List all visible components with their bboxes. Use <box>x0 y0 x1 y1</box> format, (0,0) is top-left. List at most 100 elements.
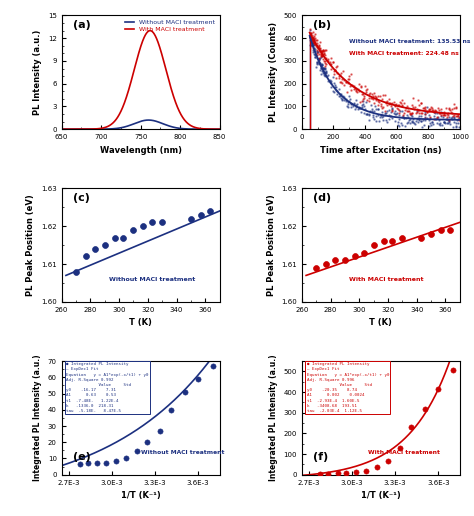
Point <box>370 241 377 249</box>
Point <box>454 119 462 127</box>
Point <box>438 226 445 234</box>
Point <box>72 267 80 276</box>
Point <box>312 264 320 272</box>
Point <box>433 114 441 122</box>
Point <box>434 113 441 121</box>
Point <box>427 115 434 123</box>
Point <box>412 109 419 117</box>
Point <box>398 101 405 109</box>
Point <box>311 40 319 49</box>
Point <box>308 41 316 49</box>
Point <box>399 233 406 241</box>
Point <box>325 76 332 85</box>
Without MACl treatment <box>136 119 141 125</box>
Point <box>426 116 433 124</box>
Point <box>372 105 380 113</box>
Point <box>307 25 314 34</box>
Point <box>330 67 337 75</box>
X-axis label: Time after Excitation (ns): Time after Excitation (ns) <box>320 146 442 155</box>
Point <box>315 54 323 62</box>
Point <box>317 63 324 72</box>
Point <box>371 89 378 98</box>
Point <box>439 111 447 119</box>
With MACl treatment <box>217 126 222 132</box>
Point <box>321 65 328 73</box>
Point <box>365 109 373 118</box>
With MACl treatment <box>67 126 73 132</box>
Point <box>194 375 201 383</box>
Point <box>197 211 205 219</box>
Point <box>312 63 319 71</box>
Point <box>338 79 346 87</box>
Point <box>337 71 344 79</box>
Point <box>377 110 385 119</box>
Point <box>443 119 450 127</box>
Point <box>329 58 337 66</box>
Point <box>308 28 315 37</box>
Point <box>319 55 327 63</box>
Point <box>435 120 443 128</box>
Point <box>365 89 373 98</box>
Point <box>311 53 319 61</box>
Point <box>82 252 90 261</box>
Point <box>322 69 330 77</box>
Point <box>351 105 359 113</box>
Point <box>448 109 456 118</box>
Point <box>404 107 411 116</box>
Text: (b): (b) <box>313 20 331 30</box>
Point <box>353 88 361 96</box>
Point <box>388 105 396 114</box>
Point <box>333 61 340 70</box>
Point <box>351 84 359 92</box>
Point <box>401 122 409 131</box>
Point <box>319 50 327 58</box>
Text: Without MACl treatment: Without MACl treatment <box>141 450 224 455</box>
Point <box>384 457 392 465</box>
X-axis label: T (K): T (K) <box>129 318 152 327</box>
Point <box>428 105 435 114</box>
Point <box>430 111 438 120</box>
Point <box>334 470 341 478</box>
Point <box>374 463 381 472</box>
Point <box>391 98 398 106</box>
Point <box>430 108 438 117</box>
Point <box>369 112 377 121</box>
Point <box>424 114 431 122</box>
Point <box>408 112 416 121</box>
Point <box>433 109 440 117</box>
Point <box>314 59 321 68</box>
Point <box>414 106 422 115</box>
Point <box>454 116 461 124</box>
Point <box>403 111 410 120</box>
Point <box>331 256 338 264</box>
Point <box>404 103 412 111</box>
Point <box>317 59 324 67</box>
Point <box>359 100 367 108</box>
Point <box>102 458 110 466</box>
Point <box>389 106 396 114</box>
Point <box>426 107 433 115</box>
Point <box>421 110 429 118</box>
Point <box>306 33 314 41</box>
Point <box>313 40 321 49</box>
Point <box>395 122 403 130</box>
Point <box>450 114 458 122</box>
Point <box>415 101 423 109</box>
Point <box>428 104 436 112</box>
Without MACl treatment <box>67 126 73 132</box>
Point <box>371 115 378 123</box>
With MACl treatment <box>212 126 218 132</box>
Point <box>101 241 109 249</box>
Point <box>329 58 337 66</box>
Point <box>321 57 328 65</box>
Point <box>315 40 323 49</box>
Point <box>308 35 316 43</box>
Point <box>320 50 328 58</box>
Point <box>93 459 101 467</box>
Point <box>426 119 433 127</box>
Point <box>365 94 373 102</box>
Point <box>387 102 395 110</box>
Point <box>364 109 371 118</box>
Point <box>313 42 320 51</box>
Point <box>364 95 371 104</box>
